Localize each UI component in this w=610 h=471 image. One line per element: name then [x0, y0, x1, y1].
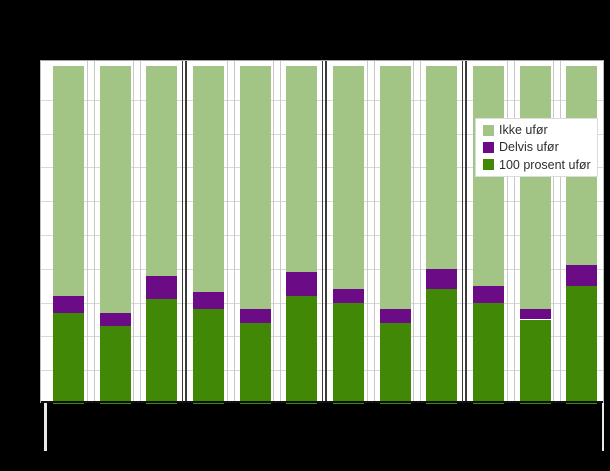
group-divider-3-0 — [181, 61, 183, 403]
bar-7-segment-delvis-uf-r — [333, 289, 364, 303]
slot-divider-11-1 — [560, 61, 562, 403]
group-divider-9-1 — [465, 61, 467, 403]
slot-divider-1-1 — [93, 61, 95, 403]
bar-6-segment-ikke-uf-r — [286, 66, 318, 273]
group-divider-6-1 — [325, 61, 327, 403]
bar-6-segment-delvis-uf-r — [286, 272, 318, 296]
bar-12-segment-delvis-uf-r — [566, 265, 598, 286]
x-axis-line — [41, 401, 603, 403]
legend-label-100-prosent-ufor: 100 prosent ufør — [499, 157, 591, 172]
legend-swatch-100-prosent-ufor — [483, 159, 494, 171]
bar-4-segment-ikke-uf-r — [193, 66, 224, 293]
bar-10-segment-100-prosent-uf-r — [473, 302, 504, 404]
bar-8-segment-delvis-uf-r — [379, 309, 411, 323]
legend-label-delvis-ufor: Delvis ufør — [499, 140, 559, 155]
slot-divider-8-0 — [413, 61, 415, 403]
bar-2-segment-delvis-uf-r — [99, 312, 131, 327]
bar-9-segment-delvis-uf-r — [426, 268, 458, 290]
bar-1-segment-ikke-uf-r — [53, 66, 84, 296]
slot-divider-7-1 — [373, 61, 375, 403]
bar-1-segment-100-prosent-uf-r — [53, 312, 84, 404]
slot-divider-4-0 — [226, 61, 228, 403]
slot-divider-11-0 — [553, 61, 555, 403]
group-divider-6-0 — [321, 61, 323, 403]
slot-divider-8-1 — [420, 61, 422, 403]
legend-label-ikke-ufor: Ikke ufør — [499, 123, 548, 137]
legend-item-100-prosent-ufor: 100 prosent ufør — [483, 157, 591, 172]
bar-7-segment-ikke-uf-r — [333, 66, 364, 290]
legend-item-delvis-ufor: Delvis ufør — [483, 141, 590, 154]
slot-divider-1-0 — [86, 61, 88, 403]
group-divider-3-1 — [185, 61, 187, 403]
bar-4-segment-delvis-uf-r — [193, 292, 224, 310]
bar-9-segment-100-prosent-uf-r — [426, 289, 458, 404]
left-spine-stub — [44, 403, 47, 451]
legend: Ikke ufør Delvis ufør 100 prosent ufør — [475, 118, 598, 177]
bar-5-segment-100-prosent-uf-r — [239, 322, 271, 404]
slot-divider-2-1 — [140, 61, 142, 403]
legend-swatch-delvis-ufor — [483, 142, 494, 153]
bar-4-segment-100-prosent-uf-r — [193, 309, 224, 404]
bar-2-segment-ikke-uf-r — [99, 66, 131, 313]
bar-3-segment-ikke-uf-r — [146, 66, 178, 276]
slot-divider-5-0 — [273, 61, 275, 403]
bar-3-segment-100-prosent-uf-r — [146, 299, 178, 404]
bar-2-segment-100-prosent-uf-r — [99, 326, 131, 404]
slot-divider-10-1 — [513, 61, 515, 403]
slot-divider-10-0 — [506, 61, 508, 403]
bar-11-segment-ikke-uf-r — [519, 66, 551, 310]
right-spine-stub — [601, 403, 604, 451]
group-divider-9-0 — [461, 61, 463, 403]
bar-8-segment-100-prosent-uf-r — [379, 322, 411, 404]
bar-10-segment-delvis-uf-r — [473, 285, 504, 303]
bar-9-segment-ikke-uf-r — [426, 66, 458, 269]
slot-divider-5-1 — [280, 61, 282, 403]
slot-divider-4-1 — [233, 61, 235, 403]
bar-1-segment-delvis-uf-r — [53, 295, 84, 313]
plot-area — [40, 60, 604, 404]
bar-8-segment-ikke-uf-r — [379, 66, 411, 310]
bar-5-segment-ikke-uf-r — [239, 66, 271, 310]
bar-12-segment-100-prosent-uf-r — [566, 285, 598, 404]
bar-5-segment-delvis-uf-r — [239, 309, 271, 323]
bar-6-segment-100-prosent-uf-r — [286, 295, 318, 404]
bar-11-segment-delvis-uf-r — [519, 309, 551, 320]
legend-item-ikke-ufor: Ikke ufør — [483, 124, 590, 137]
bar-7-segment-100-prosent-uf-r — [333, 302, 364, 404]
slot-divider-7-0 — [366, 61, 368, 403]
legend-swatch-ikke-ufor — [483, 124, 494, 136]
bar-11-segment-100-prosent-uf-r — [519, 319, 551, 404]
bar-3-segment-delvis-uf-r — [146, 275, 178, 300]
slot-divider-2-0 — [133, 61, 135, 403]
